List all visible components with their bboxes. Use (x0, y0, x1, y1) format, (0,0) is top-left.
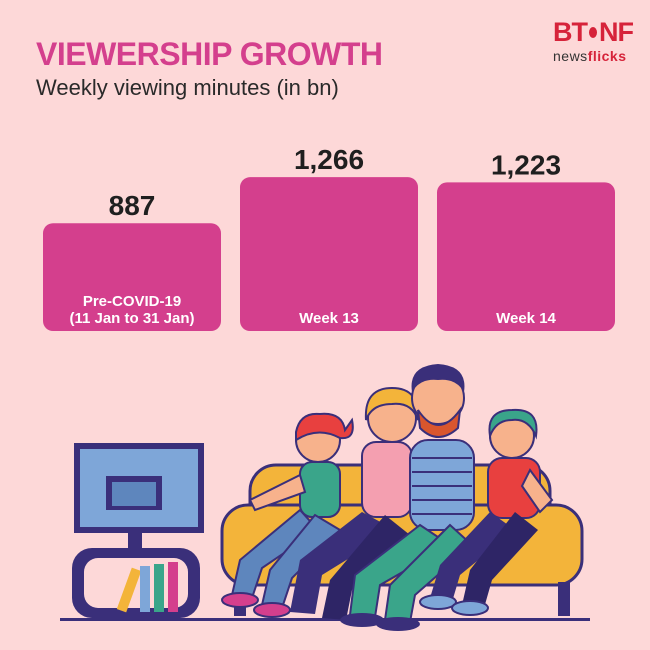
bar-category-label-0-1: (11 Jan to 31 Jan) (69, 310, 194, 327)
bar-0 (43, 223, 221, 331)
page-title: VIEWERSHIP GROWTH (36, 36, 383, 72)
bar-2 (437, 182, 615, 331)
brand-logo: BT NF newsflicks (553, 17, 634, 68)
logo-tag-bold: flicks (587, 48, 627, 64)
bar-value-label-0: 887 (109, 190, 156, 221)
bar-1 (240, 177, 418, 331)
bar-chart: 887 Pre-COVID-19(11 Jan to 31 Jan) 1,266 We… (43, 144, 615, 331)
bar-category-label-1-0: Week 13 (299, 310, 359, 327)
logo-tag-plain: news (553, 48, 588, 64)
logo-brand-right: NF (599, 17, 634, 47)
bar-value-label-2: 1,223 (491, 149, 561, 180)
bar-value-label-1: 1,266 (294, 144, 364, 175)
logo-dot-icon (589, 26, 597, 38)
bar-category-label-0-0: Pre-COVID-19 (83, 293, 181, 310)
bar-category-label-2-0: Week 14 (496, 310, 556, 327)
logo-brand-left: BT (553, 17, 588, 47)
family-on-couch-watching-tv-icon (60, 364, 590, 631)
page-subtitle: Weekly viewing minutes (in bn) (36, 75, 339, 100)
